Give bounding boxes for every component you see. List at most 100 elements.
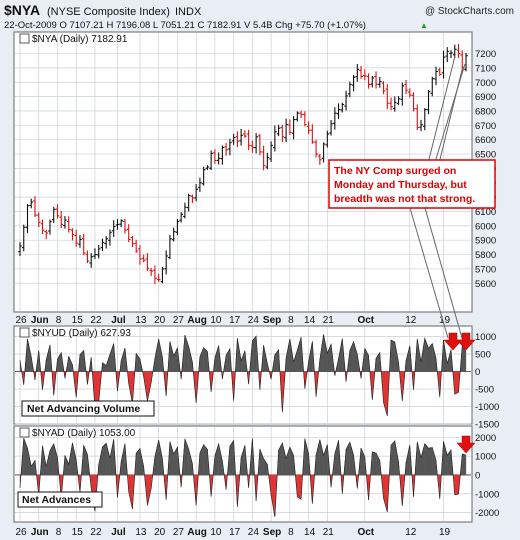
price-bar — [29, 198, 34, 209]
price-bar — [153, 265, 157, 285]
date-tick-label: Jun — [31, 527, 49, 538]
legend-swatch-icon — [19, 33, 30, 44]
price-tick-label: 6800 — [475, 106, 496, 117]
price-bar — [130, 236, 135, 248]
price-bar — [422, 108, 427, 131]
date-tick-label: Jul — [111, 315, 126, 326]
price-bar — [348, 81, 352, 98]
price-bar — [40, 219, 45, 235]
price-bar — [209, 150, 213, 170]
date-tick-label: 14 — [304, 315, 316, 326]
nyad-segment — [462, 453, 467, 476]
axis-labels: 2626JunJun8815152222JulJul131320202727Au… — [15, 49, 499, 538]
date-tick-label: 20 — [154, 315, 166, 326]
price-bar — [295, 111, 300, 122]
date-tick-label: 20 — [154, 527, 166, 538]
annotation-line-2: Monday and Thursday, but — [334, 179, 467, 191]
price-bar — [198, 177, 202, 193]
price-bar — [374, 71, 378, 89]
nyud-tick-label: 0 — [475, 367, 480, 378]
nyad-segment — [297, 474, 302, 500]
price-bar — [164, 250, 168, 275]
price-bar — [138, 245, 142, 265]
up-arrow-icon: ▲ — [420, 21, 428, 30]
date-tick-label: 17 — [229, 527, 241, 538]
nyad-tick-label: 0 — [475, 470, 480, 481]
date-tick-label: 10 — [210, 527, 222, 538]
nyud-label-box — [21, 400, 155, 417]
nyad-segment — [372, 451, 377, 476]
price-bar — [329, 119, 333, 136]
price-bar — [168, 234, 172, 260]
date-tick-label: 13 — [135, 315, 147, 326]
price-bar — [411, 92, 416, 112]
date-tick-label: 8 — [56, 527, 62, 538]
date-tick-label: 17 — [229, 315, 241, 326]
price-bar — [276, 124, 281, 137]
index-name: (NYSE Composite Index) — [47, 6, 170, 18]
price-bar — [344, 90, 348, 111]
price-bar — [363, 69, 367, 81]
pointer-line — [424, 207, 463, 339]
price-bar — [81, 233, 86, 256]
nyud-line — [19, 334, 467, 417]
price-bar — [78, 235, 82, 248]
price-tick-label: 6100 — [475, 207, 496, 218]
price-bar — [145, 253, 150, 271]
price-bar — [66, 216, 71, 233]
date-tick-label: 15 — [72, 527, 84, 538]
date-tick-label: Aug — [187, 527, 206, 538]
nyad-segment — [229, 440, 234, 476]
gridlines — [15, 33, 471, 521]
price-bar — [434, 66, 438, 86]
nyad-label: Net Advances — [22, 494, 91, 506]
date-tick-label: 8 — [288, 527, 294, 538]
symbol-title: $NYA — [4, 2, 40, 18]
date-tick-label: 19 — [439, 527, 451, 538]
price-bar — [355, 63, 360, 82]
price-bar — [21, 224, 26, 252]
price-tick-label: 5800 — [475, 250, 496, 261]
nyad-legend: $NYAD (Daily) 1053.00 — [19, 427, 136, 439]
price-bar — [452, 44, 457, 59]
price-bar — [250, 140, 255, 153]
price-bar — [201, 166, 206, 186]
price-bar — [74, 229, 79, 247]
date-tick-label: 24 — [248, 315, 260, 326]
price-tick-label: 5700 — [475, 264, 496, 275]
nyad-label-box — [17, 491, 103, 508]
nyud-tick-label: -500 — [475, 385, 494, 396]
nyud-legend-text: $NYUD (Daily) 627.93 — [32, 328, 131, 339]
price-bar — [366, 73, 371, 89]
price-bar — [205, 165, 210, 170]
date-tick-label: Oct — [357, 527, 374, 538]
annotation-line-1: The NY Comp surged on — [334, 165, 456, 177]
price-bar — [314, 139, 318, 158]
price-bar — [400, 82, 405, 106]
down-arrow-icon — [443, 332, 463, 351]
price-bar — [216, 152, 221, 165]
price-bar — [265, 152, 270, 170]
quote-line: 22-Oct-2009 O 7107.21 H 7196.08 L 7051.2… — [4, 20, 366, 31]
nyad-segment — [390, 440, 395, 476]
price-bar — [246, 129, 251, 151]
price-tick-label: 7000 — [475, 78, 496, 89]
down-arrow-icon — [456, 332, 476, 351]
price-bar — [306, 121, 311, 135]
price-bar — [299, 110, 303, 119]
exchange-label: INDX — [175, 6, 202, 18]
nyud-segment — [390, 339, 395, 372]
price-tick-label: 6900 — [475, 92, 496, 103]
price-bar — [224, 142, 228, 156]
date-tick-label: 22 — [90, 315, 102, 326]
nyud-tick-label: -1000 — [475, 402, 499, 413]
price-bar — [385, 83, 390, 110]
price-tick-label: 7200 — [475, 49, 496, 60]
price-bars — [18, 43, 468, 285]
price-bar — [333, 107, 337, 130]
price-bar — [325, 130, 330, 148]
price-bar — [321, 142, 326, 163]
price-bar — [96, 244, 101, 259]
nyad-legend-text: $NYAD (Daily) 1053.00 — [32, 428, 136, 439]
price-bar — [254, 133, 258, 154]
